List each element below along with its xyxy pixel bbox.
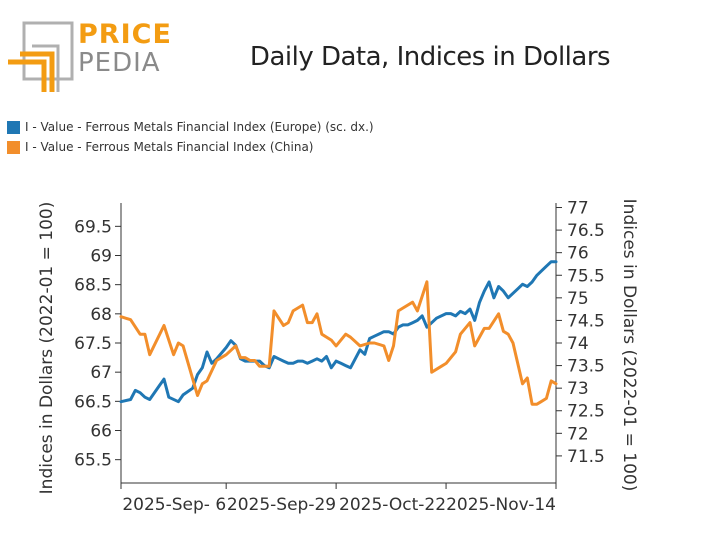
y-tick-label-right: 73 <box>567 379 589 399</box>
y-tick-label-right: 75.5 <box>567 266 605 286</box>
logo-price-text: PRICE <box>78 19 172 50</box>
y-tick-label-right: 74.5 <box>567 311 605 331</box>
legend-label-china: I - Value - Ferrous Metals Financial Ind… <box>25 140 314 154</box>
y-tick-label-left: 69 <box>90 247 112 267</box>
logo-pedia-text: PEDIA <box>78 48 161 78</box>
y-tick-label-right: 73.5 <box>567 357 605 377</box>
y-tick-label-right: 76 <box>567 244 589 264</box>
y-tick-label-left: 66 <box>90 422 112 442</box>
x-tick-label: 2025-Nov-14 <box>446 495 556 515</box>
series-group <box>119 260 558 406</box>
legend-item-europe[interactable]: I - Value - Ferrous Metals Financial Ind… <box>7 119 374 135</box>
y-tick-label-left: 67.5 <box>74 334 112 354</box>
legend-swatch-china <box>7 140 20 154</box>
y-tick-label-left: 65.5 <box>74 451 112 471</box>
y-tick-label-left: 68.5 <box>74 276 112 296</box>
pricepedia-logo-mark <box>8 21 74 92</box>
series-line-europe <box>119 260 558 404</box>
legend-swatch-europe <box>7 120 20 134</box>
x-tick-label: 2025-Oct-22 <box>339 495 446 515</box>
chart-title: Daily Data, Indices in Dollars <box>249 42 611 72</box>
y-tick-label-right: 71.5 <box>567 447 605 467</box>
x-tick-label: 2025-Sep- 6 <box>122 495 226 515</box>
y-tick-label-right: 72.5 <box>567 402 605 422</box>
y-tick-label-right: 77 <box>567 199 589 219</box>
pricepedia-logo: PRICE PEDIA <box>6 20 171 92</box>
y-axis-label-left: Indices in Dollars (2022-01 = 100) <box>37 202 57 495</box>
x-tick-label: 2025-Sep-29 <box>227 495 336 515</box>
y-axis-label-right: Indices in Dollars (2022-01 = 100) <box>619 199 639 492</box>
legend-item-china[interactable]: I - Value - Ferrous Metals Financial Ind… <box>7 139 314 155</box>
legend-label-europe: I - Value - Ferrous Metals Financial Ind… <box>25 120 374 134</box>
y-tick-label-left: 69.5 <box>74 217 112 237</box>
y-tick-label-right: 72 <box>567 424 589 444</box>
y-tick-label-right: 76.5 <box>567 221 605 241</box>
y-tick-label-left: 68 <box>90 305 112 325</box>
y-tick-label-right: 74 <box>567 334 589 354</box>
series-line-china <box>119 280 558 406</box>
y-tick-label-left: 67 <box>90 363 112 383</box>
y-tick-label-left: 66.5 <box>74 392 112 412</box>
y-tick-label-right: 75 <box>567 289 589 309</box>
